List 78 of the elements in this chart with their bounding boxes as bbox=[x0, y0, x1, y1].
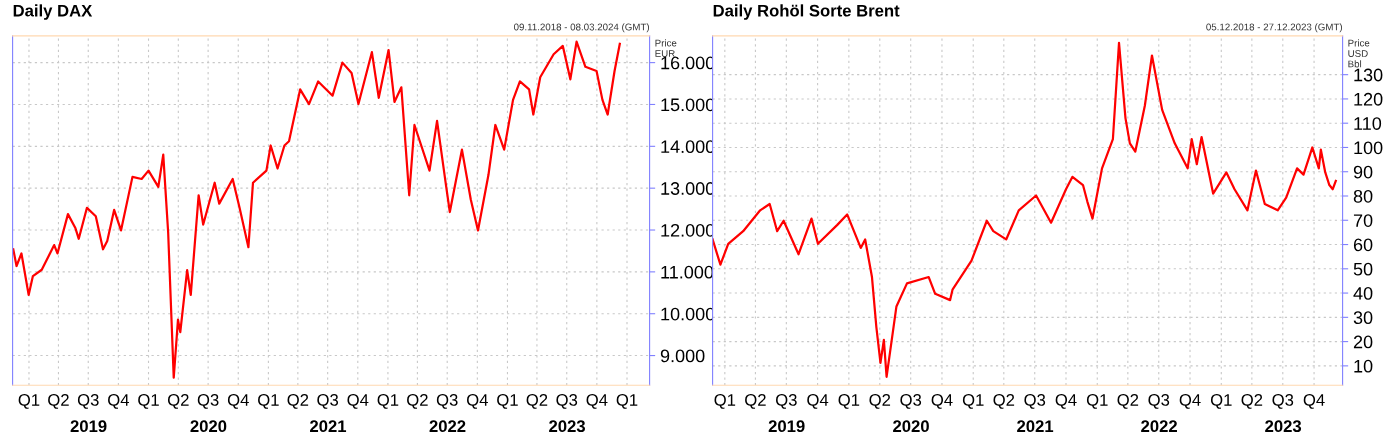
x-tick-label: Q2 bbox=[526, 394, 548, 409]
y-tick-label: 80 bbox=[1353, 189, 1373, 203]
x-tick-label: Q2 bbox=[1241, 394, 1263, 409]
y-tick-label: 14.000 bbox=[661, 140, 715, 154]
x-tick-label: Q2 bbox=[167, 394, 189, 409]
x-tick-label: Q1 bbox=[962, 394, 984, 409]
x-tick-label: Q2 bbox=[407, 394, 428, 409]
y-tick-label: 30 bbox=[1353, 311, 1373, 325]
x2-tick-label: 2021 bbox=[1017, 420, 1054, 433]
line-series bbox=[712, 41, 1337, 378]
x2-tick-label: 2023 bbox=[1265, 420, 1302, 433]
chart-subtitle: 05.12.2018 - 27.12.2023 (GMT) bbox=[1206, 23, 1343, 33]
y-tick-label: 90 bbox=[1353, 165, 1373, 179]
x-tick-label: Q2 bbox=[869, 394, 891, 409]
y-axis-title: Price EUR bbox=[655, 39, 677, 57]
x-tick-label: Q3 bbox=[317, 394, 339, 409]
x-tick-label: Q1 bbox=[138, 394, 159, 409]
x-tick-label: Q2 bbox=[993, 394, 1015, 409]
y-tick-label: 70 bbox=[1353, 214, 1373, 227]
x-tick-label: Q1 bbox=[377, 394, 399, 409]
x2-tick-label: 2019 bbox=[768, 420, 805, 433]
x2-tick-label: 2021 bbox=[310, 420, 347, 433]
y-tick-label: 10 bbox=[1354, 359, 1373, 373]
x-tick-label: Q1 bbox=[714, 394, 736, 409]
x-tick-label: Q4 bbox=[1303, 394, 1325, 409]
x2-tick-label: 2023 bbox=[549, 420, 586, 433]
y-tick-label: 20 bbox=[1353, 335, 1373, 349]
chart-title: Daily Rohöl Sorte Brent bbox=[713, 4, 900, 20]
x-tick-label: Q3 bbox=[776, 394, 797, 409]
x2-tick-label: 2022 bbox=[1141, 420, 1177, 433]
x-tick-label: Q1 bbox=[1086, 394, 1108, 409]
y-axis-title: Price USD Bbl bbox=[1348, 39, 1370, 68]
x-tick-label: Q3 bbox=[1272, 394, 1294, 409]
x-tick-label: Q3 bbox=[900, 394, 922, 409]
x-tick-label: Q3 bbox=[1148, 394, 1170, 409]
y-tick-label: 100 bbox=[1354, 141, 1383, 155]
y-tick-label: 50 bbox=[1353, 262, 1373, 276]
y-tick-label: 12.000 bbox=[661, 223, 715, 237]
x-tick-label: Q4 bbox=[586, 394, 608, 409]
x-tick-label: Q3 bbox=[556, 394, 578, 409]
x2-tick-label: 2020 bbox=[893, 420, 929, 433]
x-tick-label: Q4 bbox=[347, 394, 369, 409]
y-tick-label: 13.000 bbox=[661, 182, 715, 195]
x-tick-label: Q3 bbox=[197, 394, 219, 409]
x-tick-label: Q1 bbox=[616, 394, 638, 409]
y-tick-label: 130 bbox=[1354, 68, 1383, 82]
y-tick-label: 110 bbox=[1354, 117, 1382, 130]
x-tick-label: Q4 bbox=[1055, 394, 1077, 409]
x-tick-label: Q4 bbox=[931, 394, 953, 409]
x-tick-label: Q1 bbox=[1210, 394, 1232, 409]
x-tick-label: Q1 bbox=[838, 394, 860, 409]
chart-title: Daily DAX bbox=[13, 4, 93, 20]
chart-subtitle: 09.11.2018 - 08.03.2024 (GMT) bbox=[513, 23, 650, 33]
y-tick-label: 40 bbox=[1353, 287, 1373, 300]
x2-tick-label: 2022 bbox=[429, 420, 466, 433]
x-tick-label: Q3 bbox=[1024, 394, 1046, 409]
x-tick-label: Q3 bbox=[436, 394, 458, 409]
x-tick-label: Q2 bbox=[1117, 394, 1139, 409]
y-tick-label: 60 bbox=[1353, 238, 1373, 252]
y-tick-label: 11.000 bbox=[661, 265, 714, 279]
x-tick-label: Q2 bbox=[287, 394, 309, 409]
x-tick-label: Q3 bbox=[77, 394, 99, 409]
y-tick-label: 120 bbox=[1354, 92, 1383, 106]
y-tick-label: 15.000 bbox=[661, 98, 715, 112]
line-series bbox=[12, 40, 621, 379]
x-tick-label: Q4 bbox=[807, 394, 829, 409]
x-tick-label: Q1 bbox=[18, 394, 40, 409]
x2-tick-label: 2020 bbox=[190, 420, 227, 433]
x-tick-label: Q4 bbox=[108, 394, 130, 409]
x-tick-label: Q1 bbox=[258, 394, 279, 409]
x-tick-label: Q4 bbox=[227, 394, 249, 409]
x-tick-label: Q4 bbox=[467, 394, 488, 409]
x-tick-label: Q4 bbox=[1179, 394, 1201, 409]
x-tick-label: Q1 bbox=[497, 394, 518, 409]
x-tick-label: Q2 bbox=[48, 394, 69, 409]
x-tick-label: Q2 bbox=[745, 394, 766, 409]
x2-tick-label: 2019 bbox=[70, 420, 107, 433]
y-tick-label: 9.000 bbox=[660, 349, 705, 363]
